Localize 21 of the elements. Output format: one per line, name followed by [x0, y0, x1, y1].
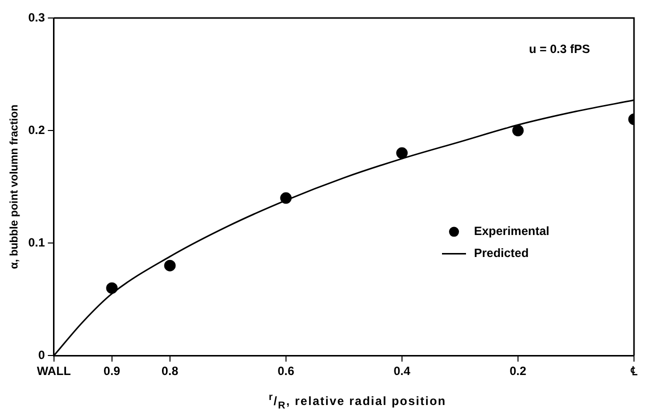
y-tick-label: 0.1	[28, 235, 46, 250]
legend-label: Predicted	[474, 246, 529, 260]
x-tick-label: 0.6	[278, 364, 295, 378]
point	[396, 147, 408, 159]
point	[164, 260, 176, 272]
legend-label: Experimental	[474, 224, 550, 238]
point	[280, 192, 292, 204]
x-tick-label: 0.8	[162, 364, 179, 378]
y-tick-label: 0	[38, 348, 46, 362]
point	[106, 282, 118, 294]
x-tick-label: 0.2	[510, 364, 527, 378]
point	[512, 124, 524, 136]
x-tick-label: 0.4	[394, 364, 411, 378]
x-axis-title: $^{r}$/$_{R}$, relative radial position	[268, 392, 448, 412]
y-tick-label: 0.3	[28, 10, 46, 24]
x-tick-label: WALL	[36, 364, 71, 378]
x-tick-label: 0.9	[104, 364, 121, 378]
annotation: u = 0.3 fPS	[529, 42, 590, 56]
y-axis-title: α, bubble point volumn fraction	[8, 104, 21, 270]
y-tick-label: 0.2	[28, 122, 46, 137]
x-tick-label: ℄	[630, 364, 638, 378]
